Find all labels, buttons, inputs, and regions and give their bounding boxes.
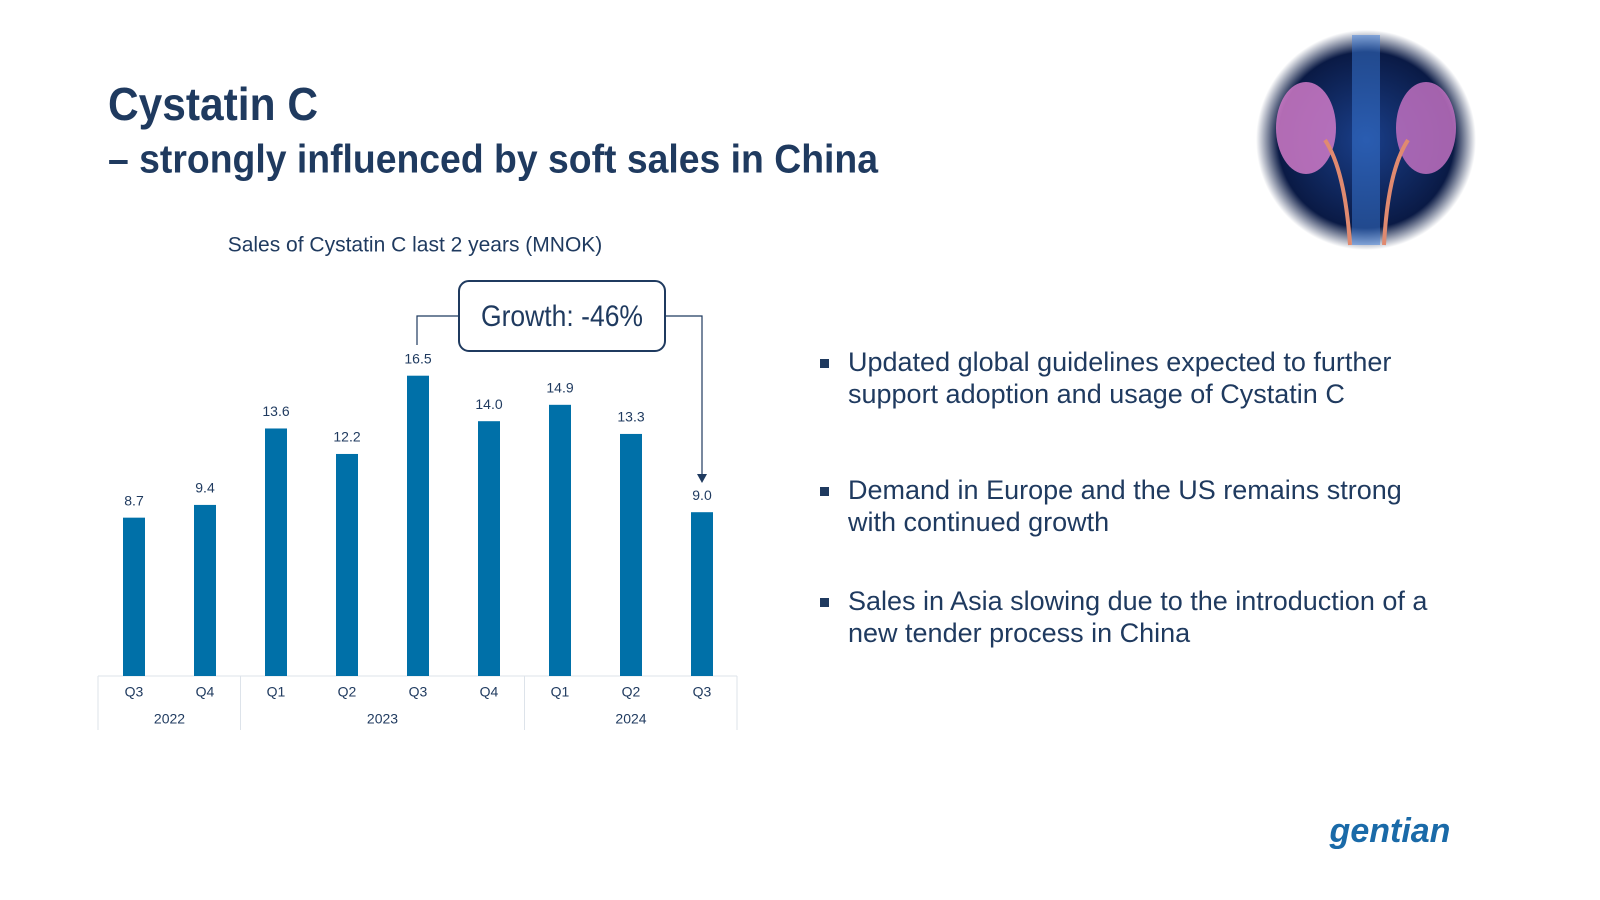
- value-label: 16.5: [404, 350, 431, 366]
- bullet-text: Updated global guidelines expected to fu…: [848, 347, 1391, 377]
- x-tick-label: Q3: [125, 684, 144, 700]
- x-tick-label: Q3: [693, 684, 712, 700]
- bullet-text: new tender process in China: [848, 618, 1191, 648]
- bar: [336, 453, 358, 676]
- bullet-marker: [820, 487, 829, 496]
- x-tick-label: Q3: [409, 684, 428, 700]
- annotation-arrow: [697, 474, 707, 483]
- bullet-text: with continued growth: [847, 507, 1109, 537]
- bullet-marker: [820, 359, 829, 368]
- value-label: 13.3: [617, 409, 644, 425]
- value-label: 8.7: [124, 492, 144, 508]
- bar: [620, 433, 642, 676]
- annotation-connector: [416, 315, 703, 476]
- value-label: 14.9: [546, 380, 573, 396]
- annotation: Growth: -46%: [481, 300, 643, 333]
- value-label: 9.0: [692, 487, 712, 503]
- value-label: 9.4: [195, 480, 215, 496]
- value-label: 12.2: [333, 429, 360, 445]
- x-tick-label: Q4: [480, 684, 499, 700]
- bullet-text: support adoption and usage of Cystatin C: [848, 379, 1345, 409]
- x-group-label: 2024: [615, 711, 646, 727]
- bar: [478, 421, 500, 676]
- bar: [407, 375, 429, 676]
- bullet-marker: [820, 598, 829, 607]
- chart-title: Sales of Cystatin C last 2 years (MNOK): [228, 234, 603, 257]
- bar-chart: Growth: -46%: [416, 280, 707, 483]
- bar: [691, 512, 713, 676]
- bar: [194, 504, 216, 676]
- bar: [549, 404, 571, 676]
- slide-subtitle: – strongly influenced by soft sales in C…: [108, 138, 879, 182]
- x-tick-label: Q4: [196, 684, 215, 700]
- value-label: 13.6: [262, 403, 289, 419]
- x-tick-label: Q1: [267, 684, 286, 700]
- bar: [123, 517, 145, 676]
- x-tick-label: Q2: [338, 684, 357, 700]
- bullet-text: Sales in Asia slowing due to the introdu…: [848, 586, 1428, 616]
- kidney-image: [1256, 30, 1476, 250]
- bullet-text: Demand in Europe and the US remains stro…: [848, 475, 1402, 505]
- x-group-label: 2022: [154, 711, 185, 727]
- x-tick-label: Q1: [551, 684, 570, 700]
- x-tick-label: Q2: [622, 684, 641, 700]
- value-label: 14.0: [475, 396, 502, 412]
- slide-title: Cystatin C: [108, 78, 318, 130]
- logo: gentian: [1329, 812, 1451, 850]
- bar: [265, 428, 287, 676]
- x-group-label: 2023: [367, 711, 398, 727]
